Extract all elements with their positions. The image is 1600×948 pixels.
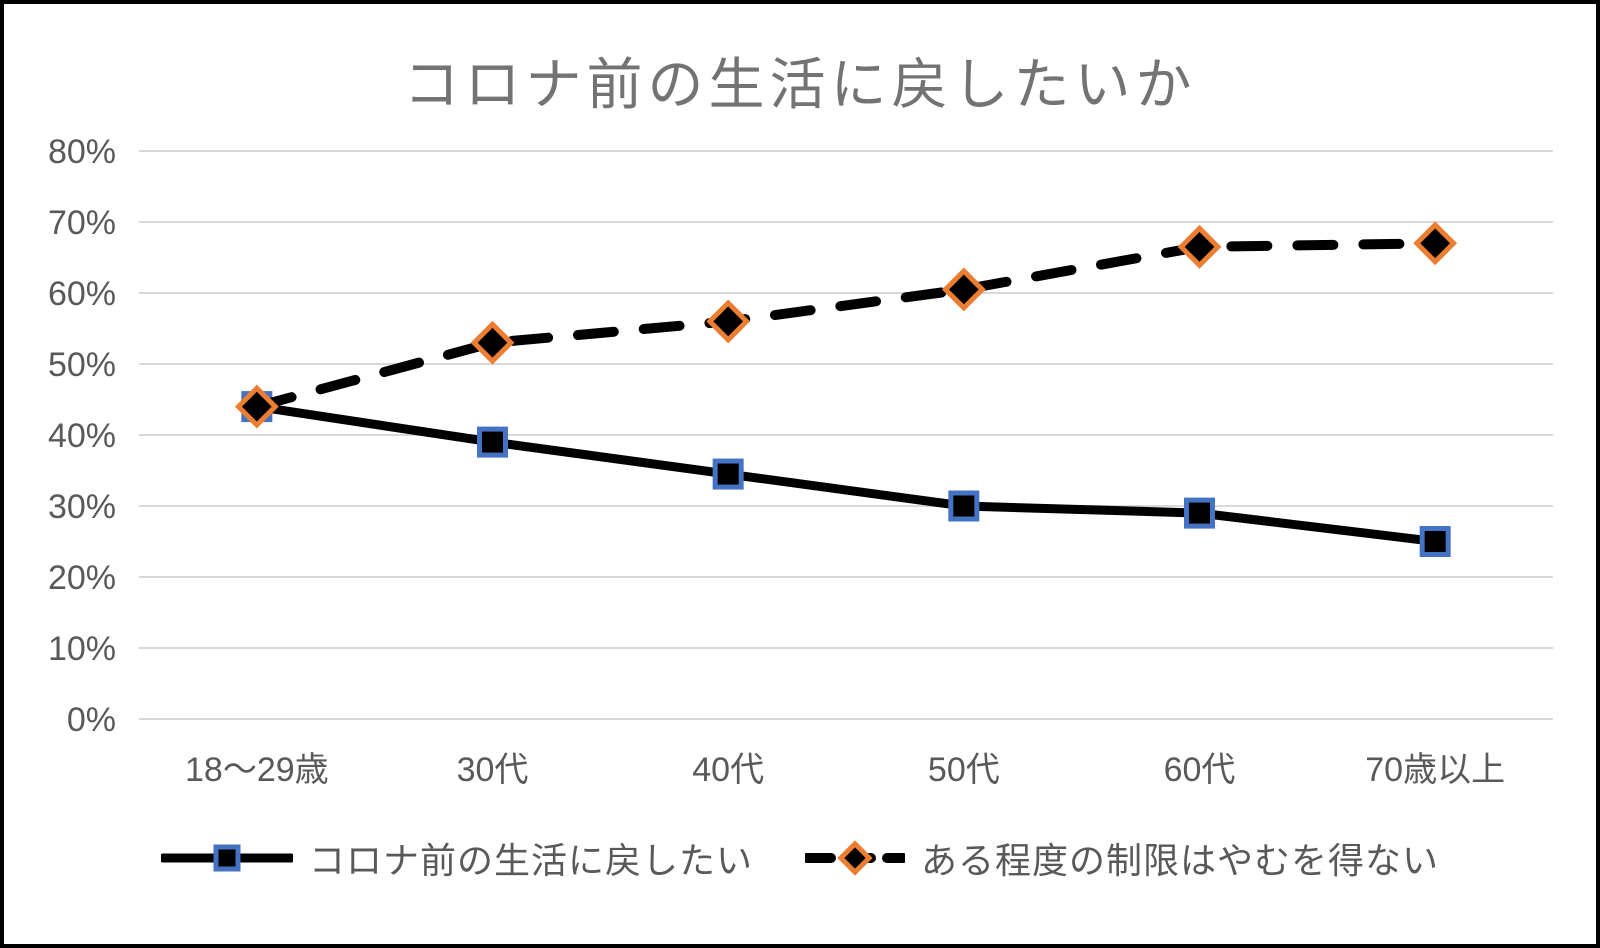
x-axis-category-label: 40代 xyxy=(692,751,764,789)
series-1-line xyxy=(252,402,1440,546)
y-axis-tick-label: 30% xyxy=(48,488,116,526)
y-axis-tick-label: 80% xyxy=(48,133,116,171)
y-axis-tick-label: 60% xyxy=(48,275,116,313)
series-2-marker-diamond xyxy=(470,320,515,365)
chart-legend: コロナ前の生活に戻したい ある程度の制限はやむを得ない xyxy=(4,832,1596,884)
series-2-marker-diamond xyxy=(1413,221,1458,266)
series-1-marker-square xyxy=(712,458,744,490)
legend-marker-square xyxy=(213,844,241,872)
legend-sample-solid-line-square-marker xyxy=(160,844,293,872)
x-axis-category-label: 50代 xyxy=(928,751,1000,789)
series-2-marker-diamond xyxy=(706,299,751,344)
legend-marker-diamond xyxy=(837,840,873,876)
series-2-marker-diamond xyxy=(1177,224,1222,269)
legend-sample-dashed-line-diamond-marker xyxy=(805,840,905,876)
legend-item-series-1: コロナ前の生活に戻したい xyxy=(160,832,753,884)
chart-title: コロナ前の生活に戻したいか xyxy=(403,53,1197,116)
legend-label-series-1: コロナ前の生活に戻したい xyxy=(308,840,753,881)
x-axis-category-label: 60代 xyxy=(1164,751,1236,789)
y-axis-tick-label: 0% xyxy=(67,701,116,739)
y-axis-tick-label: 40% xyxy=(48,417,116,455)
legend-item-series-2: ある程度の制限はやむを得ない xyxy=(805,832,1439,884)
line-chart-plot-area: 0% 10% 20% 30% 40% 50% 60% 70% 80% 18〜29歳 30代 40代 50… xyxy=(48,133,1553,789)
x-axis-category-label: 70歳以上 xyxy=(1365,751,1505,789)
series-2-line xyxy=(251,238,1441,412)
x-axis-category-label: 18〜29歳 xyxy=(185,751,329,789)
x-axis-category-label: 30代 xyxy=(457,751,529,789)
y-axis-tick-label: 50% xyxy=(48,346,116,384)
series-1-marker-square xyxy=(477,426,508,458)
series-1-marker-square xyxy=(1184,497,1215,529)
series-1-marker-square xyxy=(1419,526,1451,557)
series-2-marker-diamond xyxy=(234,384,279,429)
series-1-marker-square xyxy=(948,490,980,522)
series-2-marker-diamond xyxy=(941,267,986,312)
y-axis-tick-label: 20% xyxy=(48,559,116,597)
y-axis-tick-label: 70% xyxy=(48,204,116,242)
y-axis-tick-label: 10% xyxy=(48,630,116,668)
legend-label-series-2: ある程度の制限はやむを得ない xyxy=(921,840,1440,881)
